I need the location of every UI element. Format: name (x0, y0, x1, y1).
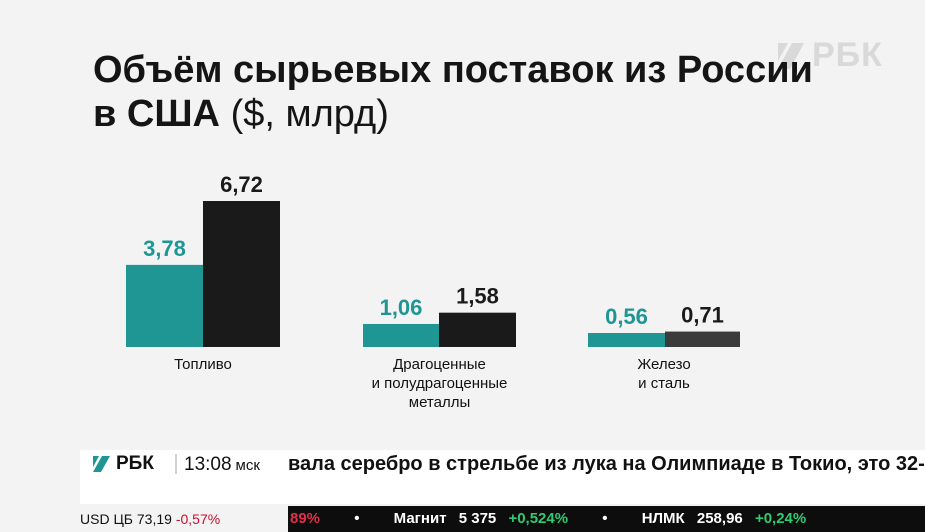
title-line-1: Объём сырьевых поставок из России (93, 49, 813, 91)
quote-change: +0,24% (754, 510, 807, 527)
bar-value-label: 1,58 (456, 284, 499, 309)
bar-2-0 (588, 333, 665, 347)
ticker-clock: 13:08 мск (184, 454, 260, 476)
title-line-2: в США (93, 93, 220, 135)
quote-value: 258,96 (696, 510, 743, 527)
bar-1-0 (363, 323, 439, 347)
usd-change: -0,57% (175, 511, 221, 527)
bar-0-1 (203, 201, 280, 347)
rbc-watermark: РБК (776, 36, 883, 75)
ticker-timezone: мск (235, 457, 260, 474)
quote-name: Магнит (393, 510, 447, 527)
rbc-logo-icon (778, 42, 804, 69)
usd-label: USD ЦБ (80, 511, 133, 527)
bar-0-0 (126, 264, 203, 347)
ticker-top-row: РБК 13:08 мск вала серебро в стрельбе из … (80, 450, 925, 478)
bar-value-label: 1,06 (380, 295, 423, 320)
bar-value-label: 6,72 (220, 172, 263, 197)
bar-value-label: 3,78 (143, 236, 186, 261)
quote-change: 89% (290, 510, 321, 527)
bar-value-label: 0,71 (681, 303, 724, 328)
ticker-bottom-row: USD ЦБ 73,19 -0,57% 89% • Магнит 5 375 +… (80, 478, 925, 532)
ticker-brand: РБК (92, 453, 154, 475)
ticker-brand-text: РБК (116, 453, 154, 474)
chart-title: Объём сырьевых поставок из России в США … (93, 48, 813, 136)
category-label: Драгоценные и полудрагоценные металлы (371, 356, 508, 411)
ticker-headline: вала серебро в стрельбе из лука на Олимп… (288, 453, 925, 475)
ticker-time: 13:08 (184, 454, 232, 475)
stock-quotes: 89% • Магнит 5 375 +0,524% • НЛМК 258,96… (288, 506, 925, 532)
ticker-headline-box: вала серебро в стрельбе из лука на Олимп… (288, 450, 925, 478)
quote-separator: • (602, 510, 608, 527)
bar-chart: 3,78 6,72 1,06 1,58 0,56 0,71 (126, 172, 740, 347)
category-label: Топливо (174, 356, 232, 373)
quote-separator: • (354, 510, 360, 527)
watermark-text: РБК (812, 36, 883, 74)
bar-1-1 (439, 312, 516, 347)
rbc-logo-icon (93, 456, 110, 472)
usd-rate: USD ЦБ 73,19 -0,57% (80, 506, 288, 532)
category-label: Железо и сталь (637, 356, 691, 392)
quote-value: 5 375 (458, 510, 497, 527)
title-unit: ($, млрд) (230, 93, 389, 135)
bar-value-label: 0,56 (605, 304, 648, 329)
quote-change: +0,524% (508, 510, 569, 527)
news-ticker: РБК 13:08 мск вала серебро в стрельбе из … (80, 450, 925, 532)
bar-2-1 (665, 331, 740, 347)
ticker-divider (175, 454, 177, 474)
usd-value: 73,19 (136, 511, 172, 527)
quote-name: НЛМК (641, 510, 685, 527)
